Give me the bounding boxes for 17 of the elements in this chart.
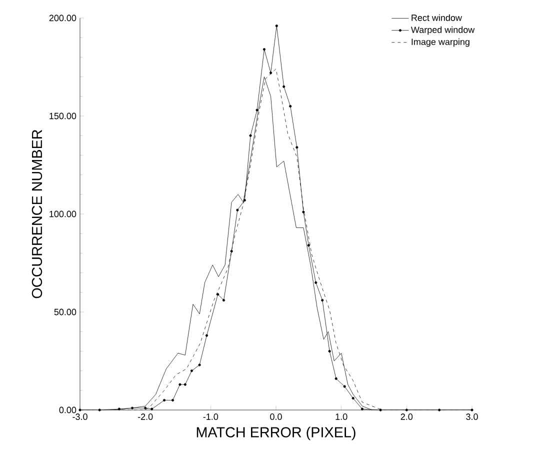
y-tick-label: 200.00 (49, 14, 76, 22)
x-tick-label: 3.0 (466, 414, 478, 420)
x-axis-title: MATCH ERROR (PIXEL) (196, 426, 356, 440)
y-tick-label: 100.00 (50, 210, 76, 218)
x-tick-label: 0.0 (270, 414, 282, 420)
x-tick-label: -1.0 (203, 414, 218, 420)
y-tick-label: 0.00 (59, 406, 76, 414)
y-tick-label: 50.00 (54, 308, 76, 316)
y-axis-title: OCCURRENCE NUMBER (32, 130, 42, 298)
legend-label: Rect window (412, 14, 462, 21)
x-tick-label: 1.0 (336, 414, 348, 420)
x-tick-label: 2.0 (400, 414, 413, 420)
legend-label: Image warping (412, 38, 470, 47)
legend-label: Warped window (410, 26, 475, 35)
x-tick-label: -3.0 (72, 414, 88, 420)
y-tick-label: 150.00 (50, 112, 76, 120)
x-tick-label: -2.0 (138, 414, 153, 420)
